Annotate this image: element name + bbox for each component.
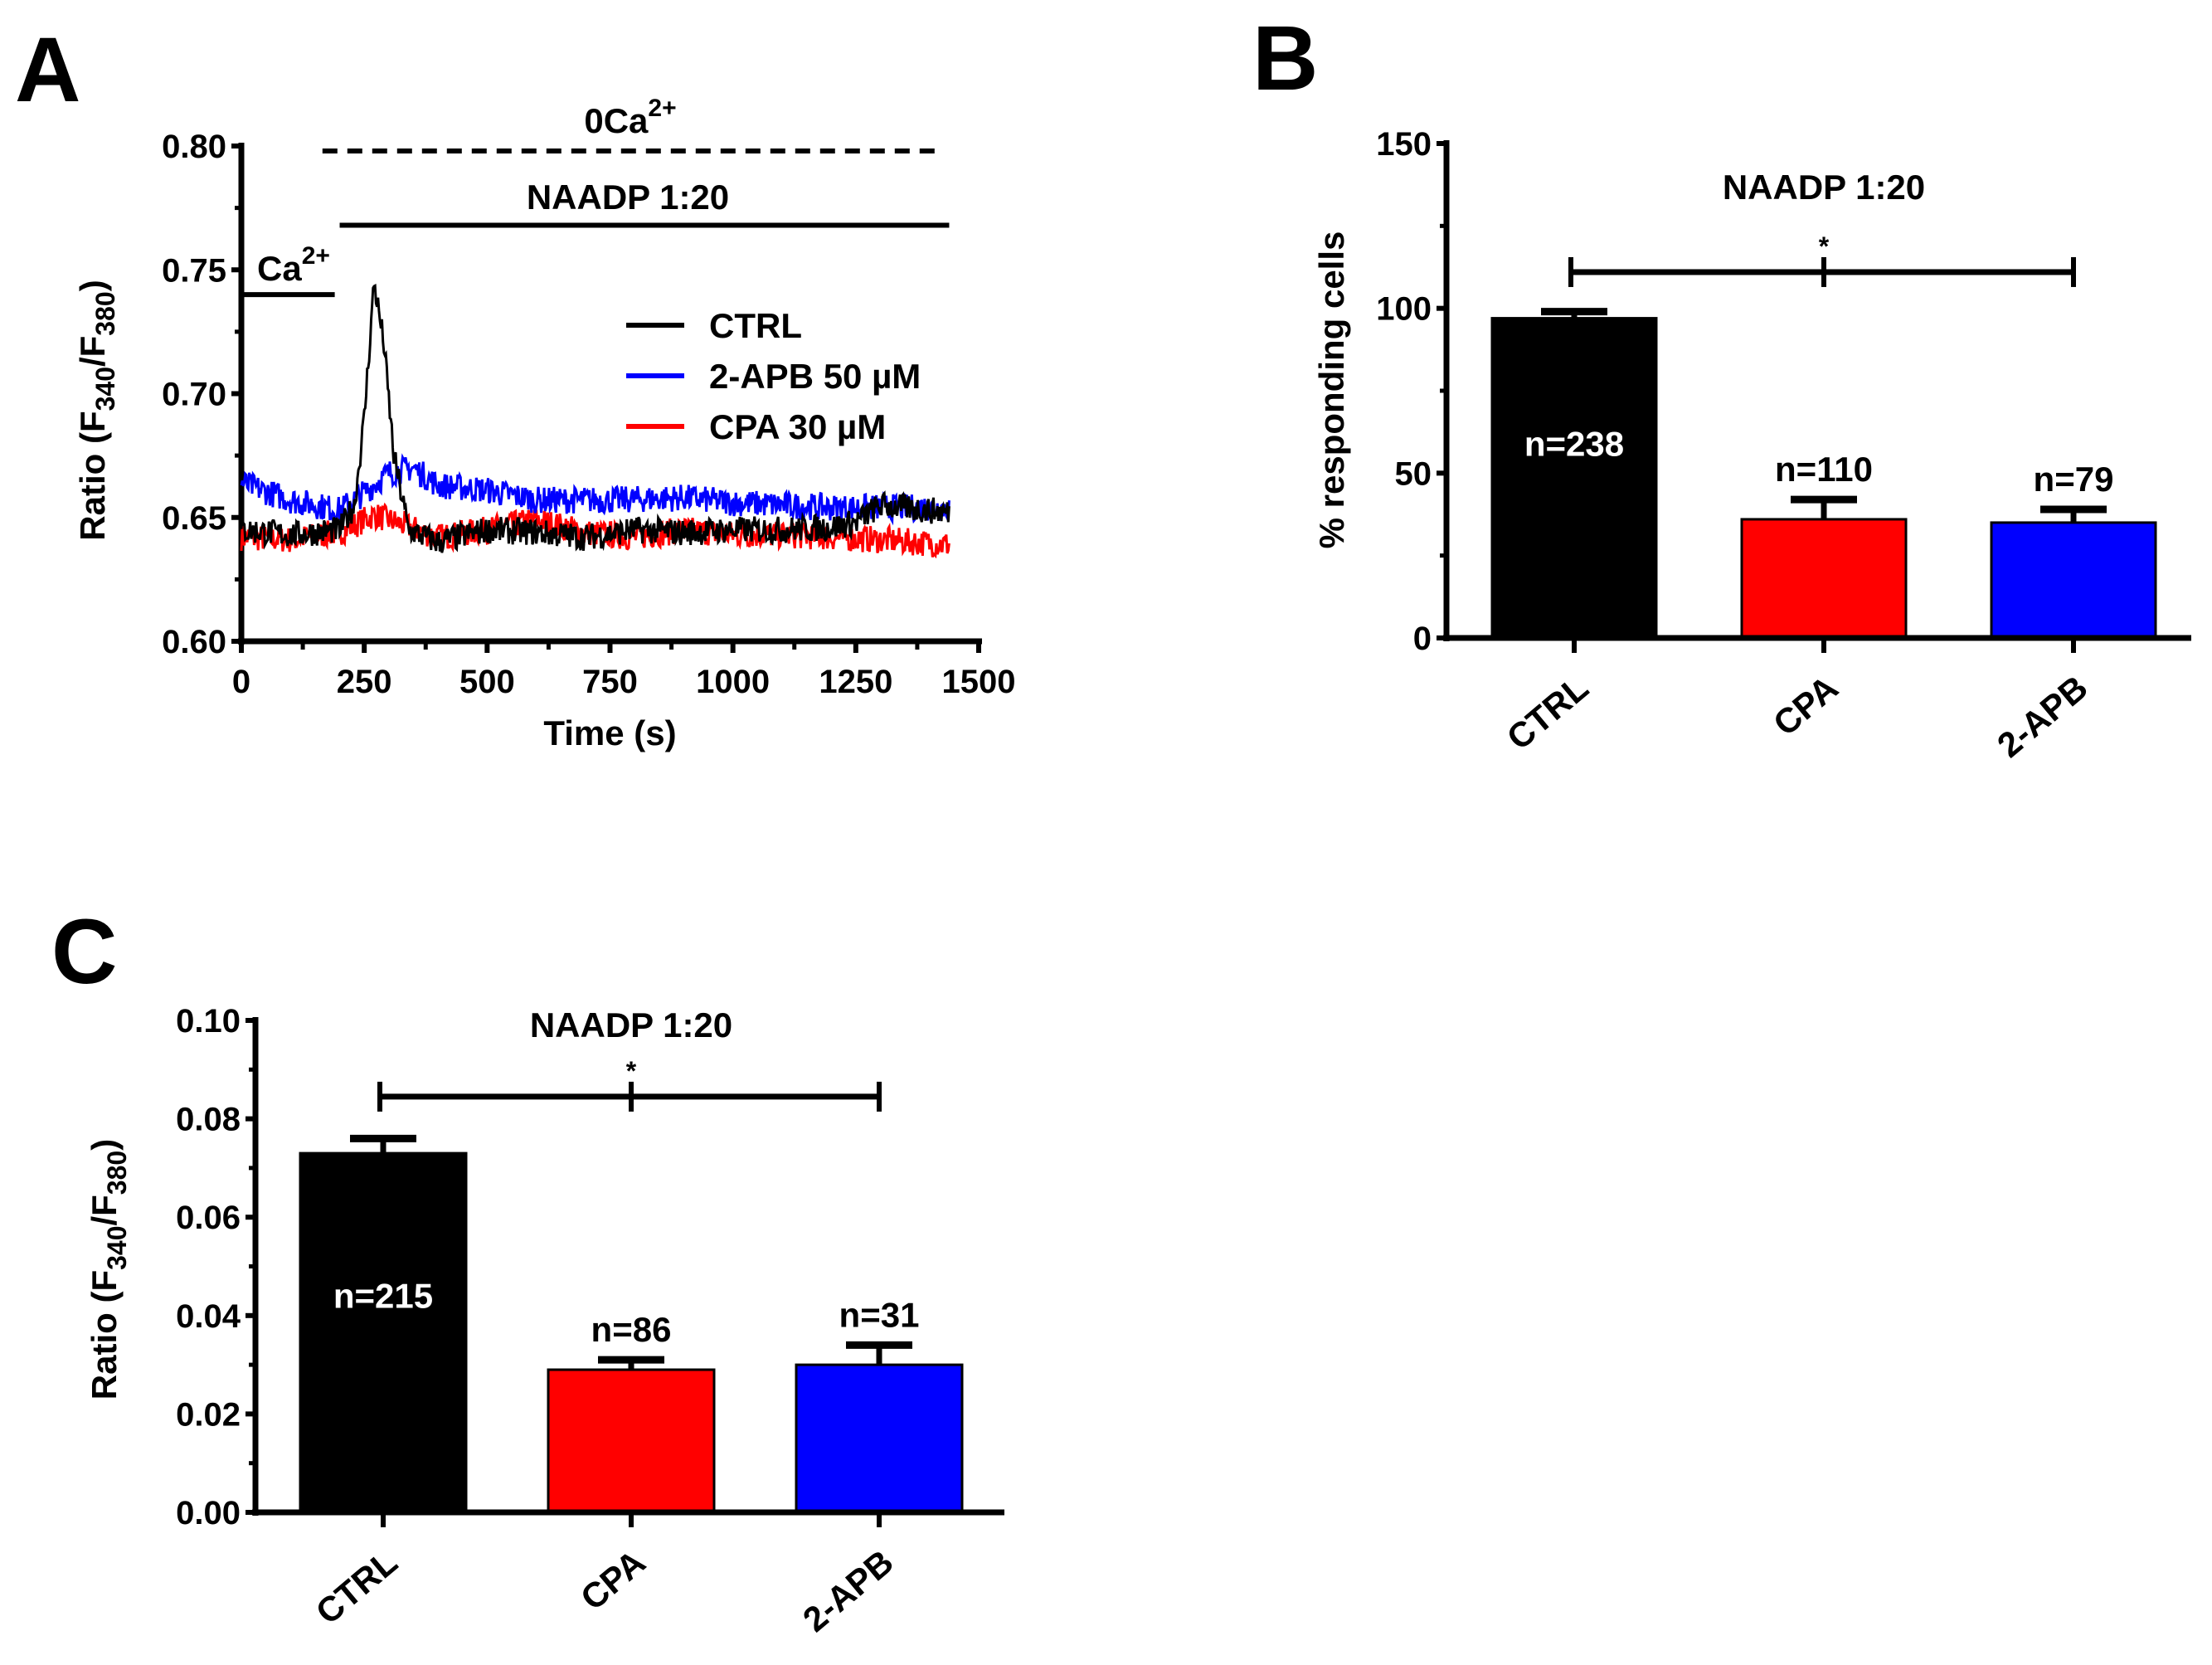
y-tick-label: 150	[1376, 126, 1432, 163]
label-base: Ca	[257, 249, 302, 288]
x-tick-label: CPA	[573, 1542, 653, 1618]
chart-title: NAADP 1:20	[530, 1005, 732, 1044]
bar-CTRL	[299, 1151, 468, 1514]
y-tick-label: 0.80	[162, 129, 226, 165]
bar-2-APB	[795, 1363, 964, 1514]
trace-0	[240, 284, 950, 553]
ylabel-part: )	[85, 1139, 124, 1151]
y-tick-label: 0.75	[162, 252, 226, 289]
x-tick-label: 1000	[696, 664, 770, 700]
n-label: n=31	[839, 1295, 920, 1334]
y-tick-label: 0.65	[162, 500, 226, 537]
ylabel-part: Ratio (F	[73, 411, 112, 540]
y-tick-label: 0.70	[162, 377, 226, 413]
y-tick-label: 0.02	[176, 1396, 241, 1433]
panel-a-line-chart: 0.60 0.65 0.70 0.75 0.80 0 250 500 750 1000 1250 15…	[73, 95, 1015, 752]
bar-CPA	[547, 1368, 716, 1514]
x-tick-label: CPA	[1766, 668, 1845, 743]
label-sup: 2+	[648, 95, 676, 122]
n-label: n=86	[591, 1310, 672, 1349]
panel-c-bar-chart: n=215 CTRL n=86 CPA n=31 2-APB 0.00 0.02 0.04 0.0…	[85, 1003, 1004, 1639]
chart-title: NAADP 1:20	[1723, 168, 1925, 207]
label-base: 0Ca	[584, 101, 649, 140]
calcium-label: Ca2+	[257, 242, 330, 288]
y-tick-label: 0.00	[176, 1495, 241, 1531]
y-tick-label: 0.06	[176, 1200, 241, 1236]
x-tick-label: 0	[232, 664, 250, 700]
naadp-label: NAADP 1:20	[527, 178, 729, 217]
x-tick-label: 2-APB	[1990, 668, 2095, 765]
ylabel-subscript: 340	[102, 1226, 132, 1270]
ylabel-part: Ratio (F	[85, 1270, 124, 1400]
ylabel-part: /F	[85, 1195, 124, 1225]
n-label: n=110	[1775, 450, 1873, 489]
label-sup: 2+	[302, 242, 330, 270]
ylabel-subscript: 380	[102, 1151, 132, 1195]
x-tick-label: 500	[459, 664, 515, 700]
legend-label: CPA 30 µM	[709, 407, 886, 446]
significance-star: *	[626, 1056, 637, 1086]
bar-CPA	[1740, 518, 1908, 640]
x-tick-label: 250	[337, 664, 392, 700]
panel-label-a: A	[15, 19, 80, 121]
y-tick-label: 0.10	[176, 1003, 241, 1039]
y-tick-label: 0	[1413, 621, 1432, 657]
y-tick-label: 50	[1395, 455, 1432, 492]
zero-calcium-label: 0Ca2+	[584, 95, 676, 140]
y-tick-label: 100	[1376, 291, 1432, 328]
y-tick-label: 0.08	[176, 1102, 241, 1138]
x-tick-label: 750	[582, 664, 638, 700]
y-axis-label: % responding cells	[1312, 231, 1351, 549]
ylabel-part: )	[73, 280, 112, 291]
ylabel-part: /F	[73, 336, 112, 367]
x-tick-label: 1500	[942, 664, 1016, 700]
panel-label-b: B	[1252, 7, 1318, 110]
panel-label-c: C	[51, 901, 117, 1003]
x-tick-label: 1250	[819, 664, 892, 700]
legend-label: 2-APB 50 µM	[709, 357, 921, 396]
ylabel-subscript: 340	[90, 367, 120, 411]
y-axis-label: Ratio (F340/F380)	[73, 280, 120, 540]
y-axis-label: Ratio (F340/F380)	[85, 1139, 132, 1400]
bar-CTRL	[1490, 317, 1658, 640]
y-tick-label: 0.60	[162, 624, 226, 660]
n-label: n=238	[1524, 424, 1624, 463]
x-tick-label: CTRL	[309, 1542, 405, 1632]
n-label: n=215	[333, 1276, 433, 1315]
trace-2	[240, 502, 950, 559]
bar-2-APB	[1990, 521, 2157, 640]
legend-label: CTRL	[709, 306, 802, 345]
panel-b-bar-chart: n=238 CTRL n=110 CPA n=79 2-APB 0 50 100 150 NAADP…	[1312, 126, 2191, 765]
x-tick-label: 2-APB	[795, 1542, 901, 1639]
trace-1	[240, 453, 950, 528]
x-axis-label: Time (s)	[543, 713, 676, 752]
ylabel-subscript: 380	[90, 291, 120, 335]
y-tick-label: 0.04	[176, 1298, 241, 1335]
significance-star: *	[1819, 231, 1830, 261]
n-label: n=79	[2034, 460, 2114, 499]
x-tick-label: CTRL	[1500, 668, 1596, 757]
